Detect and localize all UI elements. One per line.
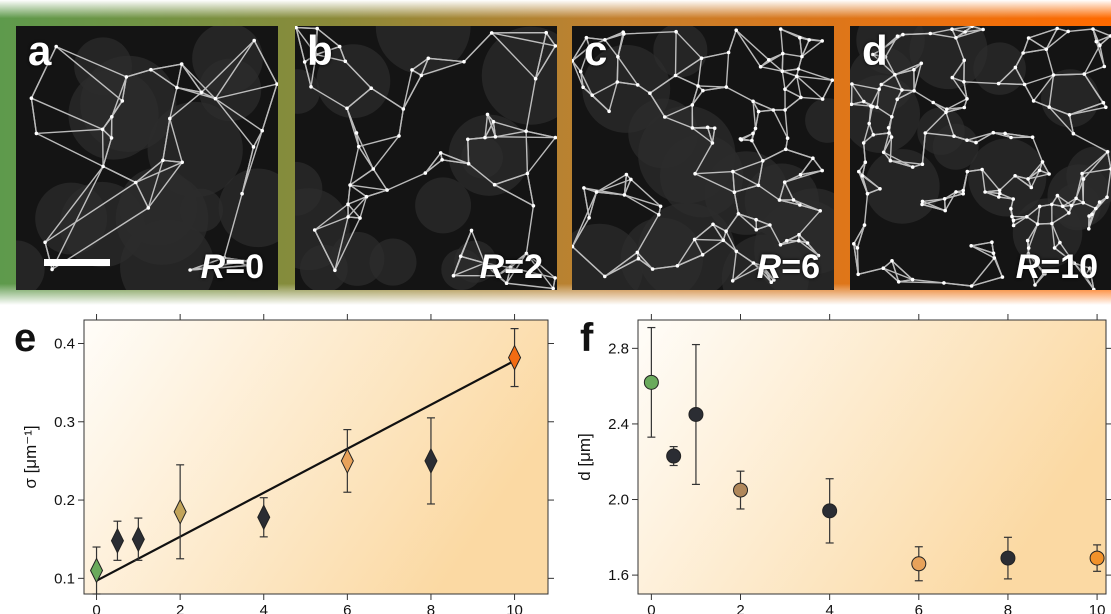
data-point [257,504,271,531]
panel-letter: c [584,27,608,74]
y-tick-label: 0.4 [54,335,75,352]
x-tick-label: 6 [343,602,351,614]
data-point [424,447,438,475]
x-tick-label: 6 [915,602,923,614]
micrograph-panel-a: a R=0 [16,26,278,290]
scale-bar [44,259,110,266]
micrograph-panel-b: b R=2 [295,26,557,290]
network-image [572,26,834,290]
panel-letter: d [862,27,888,74]
x-tick-label: 0 [92,602,100,614]
data-point [340,447,354,475]
y-tick-label: 0.2 [54,492,75,509]
micrograph-panel-d: d R=10 [850,26,1111,290]
network-image [295,26,557,290]
y-tick-label: 2.0 [608,492,629,509]
data-point [666,448,682,464]
r-value-label: R=10 [1015,248,1098,286]
data-point [1000,550,1016,566]
r-value-label: R=0 [200,248,264,286]
y-tick-label: 2.4 [608,416,629,433]
x-tick-label: 8 [427,602,435,614]
data-point [110,527,125,554]
data-point [507,344,522,371]
r-value-label: R=2 [479,248,543,286]
y-tick-label: 1.6 [608,567,629,584]
data-point [733,482,749,498]
fit-line [96,359,516,582]
panel-letter: a [28,27,52,74]
data-point [688,406,704,422]
x-tick-label: 2 [176,602,184,614]
y-tick-label: 0.1 [54,570,75,587]
micrograph-panel-c: c R=6 [572,26,834,290]
data-point [131,526,145,553]
y-tick-label: 0.3 [54,414,75,431]
network-image [850,26,1111,290]
x-tick-label: 4 [260,602,268,614]
network-image [16,26,278,290]
x-tick-label: 4 [825,602,833,614]
data-point [173,498,187,525]
x-tick-label: 8 [1004,602,1012,614]
x-tick-label: 2 [736,602,744,614]
y-axis-label: σ [μm⁻¹] [21,425,40,488]
data-point [911,556,927,572]
x-tick-label: 10 [1089,602,1106,614]
data-point [822,503,838,519]
x-tick-label: 0 [647,602,655,614]
data-point [89,557,104,584]
x-tick-label: 10 [506,602,523,614]
y-tick-label: 2.8 [608,340,629,357]
data-point [1089,550,1105,566]
r-value-label: R=6 [756,248,820,286]
y-axis-label: d [μm] [575,433,594,481]
panel-letter: b [307,27,333,74]
panel-letter-f: f [580,316,594,360]
data-point [643,374,659,390]
panel-letter-e: e [14,316,37,360]
